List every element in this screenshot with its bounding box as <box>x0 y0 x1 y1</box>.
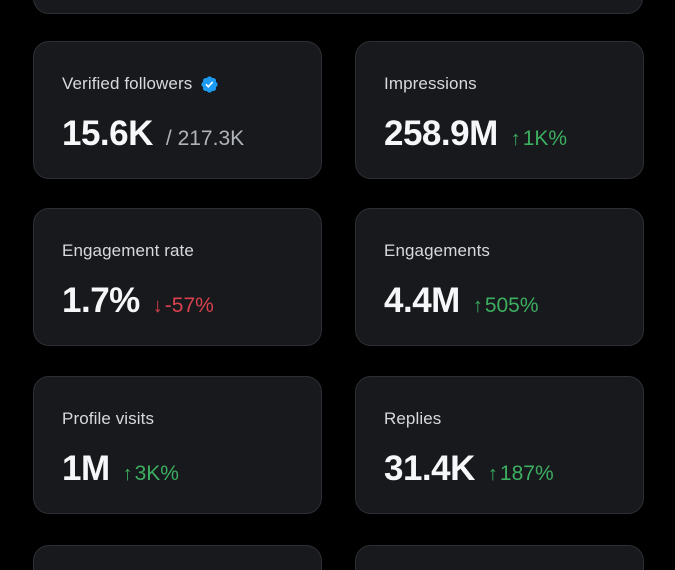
stat-value: 258.9M <box>384 114 498 153</box>
up-arrow-icon: ↑ <box>122 463 133 485</box>
stat-card-label: Engagements <box>384 241 491 260</box>
partial-card-top <box>33 0 643 14</box>
stat-value: 1.7% <box>62 281 140 320</box>
stat-delta: ↑ 505% <box>473 294 539 318</box>
stat-card-impressions: Impressions 258.9M ↑ 1K% <box>355 41 644 179</box>
stat-card-replies: Replies 31.4K ↑ 187% <box>355 376 644 514</box>
partial-card-bottom-right <box>355 545 644 570</box>
stat-delta: ↑ 3K% <box>123 462 179 486</box>
up-arrow-icon: ↑ <box>472 295 483 317</box>
stat-value: 1M <box>62 449 110 488</box>
stat-card-label: Replies <box>384 409 442 428</box>
up-arrow-icon: ↑ <box>510 128 521 150</box>
stat-card-engagement-rate: Engagement rate 1.7% ↓ -57% <box>33 208 322 346</box>
verified-badge-icon <box>200 75 219 94</box>
stat-delta: ↑ 187% <box>488 462 554 486</box>
stat-delta-value: 3K% <box>134 462 179 485</box>
stat-card-label: Impressions <box>384 74 477 93</box>
stat-value: 31.4K <box>384 449 475 488</box>
stat-card-label: Engagement rate <box>62 241 194 260</box>
stat-delta-value: 1K% <box>522 127 568 150</box>
stat-delta: ↓ -57% <box>153 294 214 318</box>
stat-card-profile-visits: Profile visits 1M ↑ 3K% <box>33 376 322 514</box>
partial-card-bottom-left <box>33 545 322 570</box>
stat-delta: ↑ 1K% <box>511 127 567 151</box>
stat-delta-value: 505% <box>484 294 539 317</box>
stat-delta-value: -57% <box>164 294 214 317</box>
stat-card-label: Profile visits <box>62 409 155 428</box>
stat-value: 4.4M <box>384 281 460 320</box>
up-arrow-icon: ↑ <box>487 463 498 485</box>
stat-card-label: Verified followers <box>62 74 193 93</box>
stat-delta-value: 187% <box>499 462 554 485</box>
stat-value: 15.6K <box>62 114 153 153</box>
stat-card-verified-followers: Verified followers 15.6K / 217.3K <box>33 41 322 179</box>
stat-card-engagements: Engagements 4.4M ↑ 505% <box>355 208 644 346</box>
stat-secondary-value: / 217.3K <box>165 127 245 150</box>
down-arrow-icon: ↓ <box>152 295 163 317</box>
